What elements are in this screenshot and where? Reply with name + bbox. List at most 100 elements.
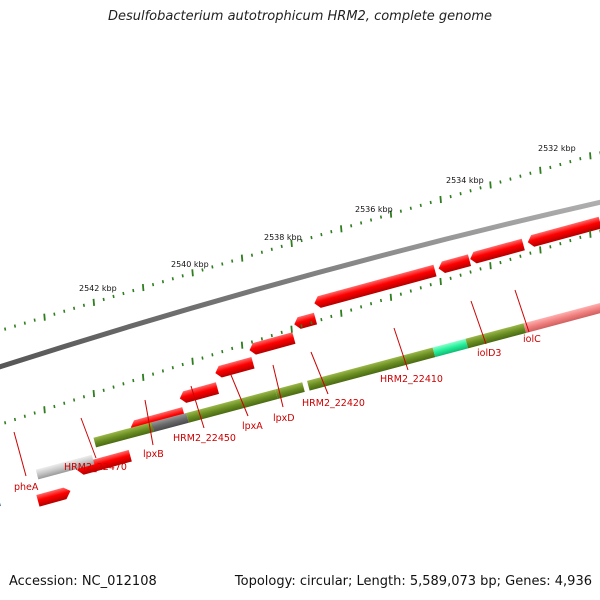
cds-segment[interactable] (523, 300, 600, 333)
tick-mark (379, 298, 383, 303)
gene-arrow[interactable] (469, 238, 525, 265)
tick-mark (320, 317, 323, 322)
cds-segment[interactable] (93, 422, 155, 448)
tick-mark (300, 238, 303, 243)
tick-mark (92, 389, 96, 398)
gene-arrow[interactable] (248, 332, 296, 356)
tick-mark (350, 224, 353, 228)
accession-text: Accession: NC_012108 (9, 574, 157, 589)
tick-mark (201, 268, 204, 272)
tick-mark (569, 159, 572, 164)
tick-label: 2540 kbp (171, 260, 209, 269)
cds-track (0, 300, 600, 516)
tick-mark (350, 308, 353, 312)
tick-mark (161, 280, 165, 284)
tick-mark (429, 283, 432, 287)
backbone-arc (0, 199, 600, 370)
tick-mark (181, 274, 184, 278)
tick-mark (589, 152, 592, 160)
tick-mark (310, 235, 313, 240)
gene-label: HRM2_22470 (64, 462, 127, 473)
tick-mark (389, 210, 393, 218)
tick-mark (4, 421, 7, 425)
tick-mark (171, 277, 174, 281)
tick-mark (389, 293, 393, 301)
cds-segment[interactable] (307, 347, 436, 391)
tick-mark (280, 330, 283, 335)
tick-mark (479, 186, 482, 190)
gene-arrow[interactable] (76, 449, 132, 476)
tick-ring (4, 151, 600, 331)
tick-mark (112, 385, 115, 389)
tick-mark (290, 239, 293, 248)
cds-segment[interactable] (275, 382, 305, 400)
cds-segment[interactable] (432, 338, 469, 358)
tick-mark (4, 327, 7, 331)
tick-mark (509, 257, 512, 262)
tick-mark (151, 282, 155, 287)
tick-mark (459, 192, 462, 196)
gene-arrow[interactable] (36, 486, 72, 507)
tick-mark (539, 166, 542, 174)
tick-mark (330, 314, 333, 319)
tick-mark (449, 276, 452, 280)
tick-mark (92, 298, 96, 306)
tick-mark (549, 245, 552, 249)
tick-mark (469, 189, 472, 193)
tick-mark (519, 254, 522, 258)
tick-mark (191, 269, 194, 277)
tick-mark (211, 265, 214, 269)
tick-mark (191, 357, 194, 365)
tick-mark (499, 260, 502, 265)
tick-label: 2532 kbp (538, 144, 576, 153)
tick-mark (33, 411, 36, 415)
tick-mark (409, 289, 412, 293)
tick-mark (509, 177, 512, 181)
gene-label: iolD3 (477, 348, 501, 359)
forward-strand (36, 312, 318, 507)
tick-mark (559, 162, 562, 167)
cds-segment[interactable] (151, 413, 189, 432)
tick-label: 2542 kbp (79, 284, 117, 293)
tick-mark (122, 291, 125, 296)
tick-mark (240, 341, 244, 349)
tick-mark (122, 382, 125, 386)
gene-arrow[interactable] (293, 312, 318, 330)
tick-mark (270, 333, 273, 338)
cds-segment[interactable] (186, 389, 278, 423)
tick-mark (132, 378, 135, 383)
cds-segment[interactable] (35, 454, 95, 480)
tick-mark (449, 194, 452, 199)
cds-segment[interactable] (465, 323, 527, 349)
cds-segment[interactable] (0, 496, 1, 516)
tick-mark (529, 171, 532, 175)
tick-mark (270, 247, 273, 251)
gene-arrow[interactable] (178, 382, 220, 404)
tick-mark (549, 165, 552, 170)
gene-arrow[interactable] (214, 356, 255, 379)
tick-mark (579, 157, 582, 161)
tick-mark (231, 346, 234, 351)
tick-mark (82, 303, 86, 307)
genome-title: Desulfobacterium autotrophicum HRM2, com… (107, 9, 493, 24)
tick-label: 2536 kbp (355, 205, 393, 214)
tick-mark (409, 206, 412, 210)
tick-mark (260, 337, 263, 341)
gene-arrow[interactable] (313, 264, 437, 309)
tick-label: 2534 kbp (446, 176, 484, 185)
tick-mark (23, 321, 26, 325)
tick-mark (23, 414, 26, 418)
gene-arrow[interactable] (526, 216, 600, 248)
tick-mark (231, 259, 234, 263)
gene-leaders (13, 289, 530, 477)
tick-mark (310, 321, 313, 325)
tick-mark (240, 254, 244, 262)
tick-mark (250, 340, 254, 344)
tick-mark (13, 417, 17, 422)
gene-arrow[interactable] (437, 254, 472, 274)
tick-mark (290, 325, 293, 333)
tick-mark (439, 277, 442, 286)
tick-mark (280, 244, 283, 249)
tick-mark (161, 369, 165, 373)
